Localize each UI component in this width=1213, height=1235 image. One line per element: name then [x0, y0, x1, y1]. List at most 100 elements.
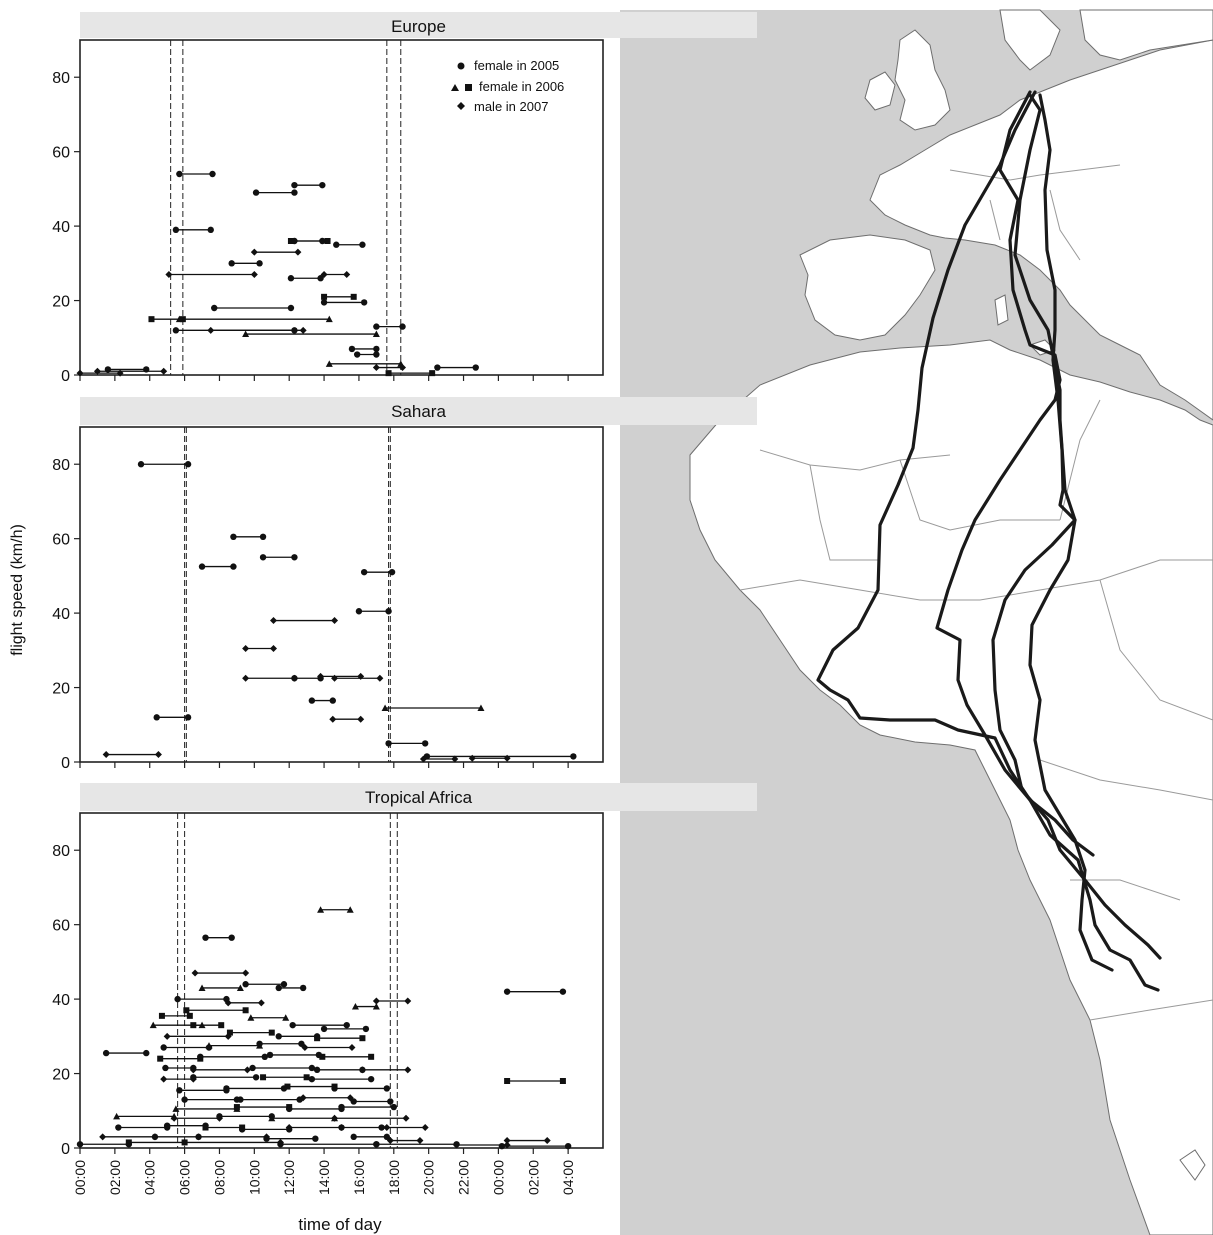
land-britain — [894, 29, 951, 131]
marker-circle — [320, 1025, 328, 1033]
migration-tracks — [816, 90, 1162, 992]
marker-circle — [503, 988, 511, 995]
flight-segment — [259, 554, 298, 561]
x-tick-label: 06:00 — [177, 1160, 193, 1195]
marker-circle — [359, 241, 366, 248]
marker-circle — [308, 697, 316, 704]
panel-header — [80, 397, 757, 425]
flight-segment — [338, 1103, 397, 1111]
x-tick-label: 20:00 — [421, 1160, 437, 1195]
flight-segment — [301, 1044, 356, 1051]
marker-triangle — [149, 1021, 157, 1029]
marker-triangle — [317, 906, 325, 913]
flight-segment — [247, 1014, 290, 1021]
flight-segment — [321, 293, 357, 300]
marker-triangle — [477, 704, 485, 712]
marker-circle — [197, 1053, 204, 1061]
marker-circle — [355, 608, 363, 615]
marker-diamond — [242, 644, 250, 652]
marker-circle — [172, 226, 180, 234]
marker-diamond — [243, 1066, 251, 1074]
flight-segment — [350, 1133, 391, 1141]
plot-area — [79, 426, 604, 763]
flight-segment — [419, 755, 459, 763]
x-tick-label: 02:00 — [107, 1160, 123, 1195]
marker-circle — [275, 984, 282, 992]
marker-diamond — [250, 248, 258, 256]
marker-square — [429, 370, 436, 377]
flight-segment — [329, 715, 365, 723]
marker-diamond — [160, 1075, 168, 1083]
marker-circle — [252, 189, 260, 196]
marker-diamond — [207, 326, 215, 334]
flight-segment — [350, 1098, 394, 1105]
flight-segment — [256, 1040, 305, 1047]
panel-title: Sahara — [391, 402, 446, 421]
marker-triangle — [351, 1003, 359, 1010]
land-ireland — [864, 71, 896, 111]
y-tick-label: 40 — [52, 992, 70, 1009]
marker-circle — [266, 1051, 274, 1059]
land-sardinia — [994, 294, 1009, 326]
marker-triangle — [282, 1014, 290, 1021]
marker-circle — [286, 1105, 293, 1113]
flight-segment — [320, 271, 351, 278]
marker-diamond — [404, 1066, 412, 1074]
chart-panel: Tropical Africa 0 20 40 60 80 00:00 02:00 04:00 0… — [52, 783, 757, 1195]
marker-circle — [176, 170, 183, 178]
flight-segment — [190, 1074, 260, 1081]
flight-segment — [468, 754, 511, 762]
flight-segment — [175, 315, 333, 323]
marker-circle — [115, 1124, 122, 1131]
marker-square — [148, 316, 155, 323]
flight-segment — [172, 226, 214, 234]
marker-circle — [207, 226, 214, 234]
marker-diamond — [285, 1124, 293, 1132]
flight-segment — [183, 1007, 249, 1014]
marker-square — [284, 1083, 291, 1090]
marker-diamond — [189, 1066, 197, 1074]
flight-segment — [351, 1003, 380, 1010]
marker-triangle — [205, 1042, 213, 1049]
marker-circle — [348, 345, 356, 353]
marker-diamond — [399, 364, 407, 372]
marker-circle — [338, 1124, 345, 1131]
marker-circle — [378, 1124, 385, 1131]
marker-diamond — [76, 369, 84, 377]
marker-circle — [209, 170, 216, 178]
flight-segment — [287, 275, 324, 282]
marker-circle — [287, 304, 295, 312]
marker-circle — [143, 1049, 150, 1057]
marker-diamond — [294, 248, 302, 256]
legend-circle-marker — [457, 62, 465, 70]
marker-circle — [291, 189, 298, 196]
marker-diamond — [372, 364, 380, 372]
flight-segment — [250, 248, 302, 256]
flight-segment — [319, 1053, 375, 1060]
marker-circle — [299, 984, 307, 992]
marker-square — [183, 1007, 190, 1014]
flight-segment — [381, 704, 485, 712]
flight-segment — [317, 906, 354, 913]
migration-track — [991, 93, 1162, 960]
marker-diamond — [320, 271, 328, 278]
flight-segment — [504, 1078, 566, 1084]
flight-segment — [174, 995, 230, 1003]
y-tick-label: 20 — [52, 681, 70, 698]
marker-circle — [256, 1040, 263, 1047]
flight-segment — [320, 299, 368, 306]
flight-segment — [252, 189, 298, 196]
flight-segment — [331, 674, 384, 682]
marker-circle — [280, 981, 288, 988]
marker-circle — [291, 237, 298, 245]
flight-segment — [360, 568, 396, 576]
y-axis-label: flight speed (km/h) — [9, 524, 26, 656]
marker-circle — [383, 1085, 391, 1092]
legend-diamond-marker — [457, 102, 465, 110]
marker-circle — [198, 563, 206, 570]
flight-segment — [190, 1022, 225, 1029]
marker-circle — [329, 697, 336, 704]
marker-circle — [287, 275, 295, 282]
marker-diamond — [317, 672, 325, 680]
marker-circle — [184, 714, 192, 721]
